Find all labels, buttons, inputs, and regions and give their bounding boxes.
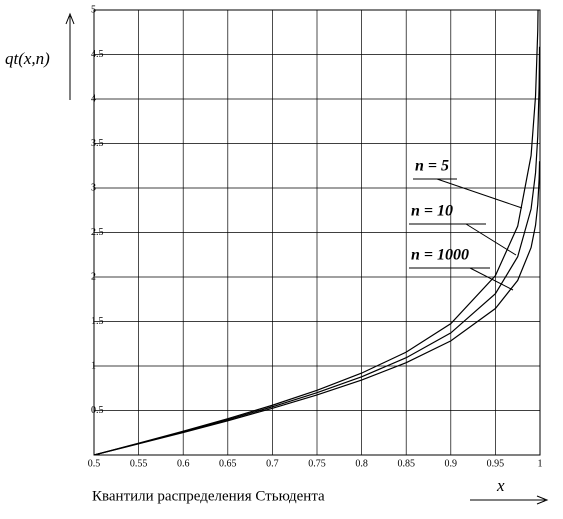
caption: Квантили распределения Стьюдента xyxy=(92,488,325,504)
series-label: n = 5 xyxy=(415,158,449,175)
x-tick-label: 0.65 xyxy=(219,458,237,469)
x-tick-label: 0.85 xyxy=(397,458,415,469)
x-tick-label: 0.5 xyxy=(88,458,101,469)
y-tick-label: 1.5 xyxy=(91,316,104,327)
x-tick-label: 0.7 xyxy=(266,458,279,469)
x-tick-label: 0.75 xyxy=(308,458,326,469)
series-label: n = 1000 xyxy=(411,247,469,264)
y-tick-label: 4.5 xyxy=(91,49,104,60)
y-tick-label: 1 xyxy=(91,360,96,371)
series-line xyxy=(94,46,540,455)
series-line xyxy=(94,161,540,455)
y-tick-label: 4 xyxy=(91,93,96,104)
y-tick-label: 3 xyxy=(91,182,96,193)
y-arrow-head xyxy=(65,12,75,25)
x-arrow-head xyxy=(536,495,549,505)
x-tick-label: 1 xyxy=(538,458,543,469)
x-tick-label: 0.95 xyxy=(487,458,505,469)
y-tick-label: 5 xyxy=(91,4,96,15)
x-tick-label: 0.9 xyxy=(445,458,458,469)
plot-lines xyxy=(94,10,540,455)
x-tick-label: 0.8 xyxy=(355,458,368,469)
x-axis-label: x xyxy=(496,476,505,495)
y-tick-label: 3.5 xyxy=(91,138,104,149)
label-pointer xyxy=(465,223,517,256)
y-axis-label: qt(x,n) xyxy=(5,49,50,68)
y-tick-label: 0.5 xyxy=(91,405,104,416)
x-tick-label: 0.55 xyxy=(130,458,148,469)
series-label: n = 10 xyxy=(411,203,453,220)
y-tick-label: 2.5 xyxy=(91,227,104,238)
label-pointer xyxy=(469,267,514,291)
y-tick-label: 2 xyxy=(91,271,96,282)
series-line xyxy=(94,10,539,455)
label-pointer xyxy=(436,178,523,209)
x-tick-label: 0.6 xyxy=(177,458,190,469)
